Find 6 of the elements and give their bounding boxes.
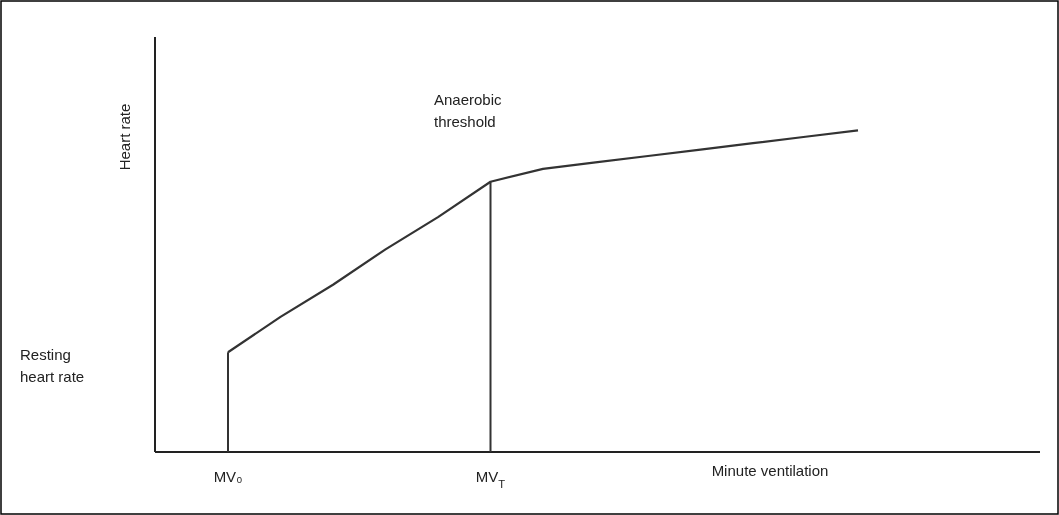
y-axis-title: Heart rate — [116, 103, 133, 171]
text: Anaerobic threshold — [434, 91, 503, 130]
x-tick-label: MV$_{T}$ — [475, 468, 506, 490]
text: Resting heart rate — [20, 346, 85, 385]
x-axis-title: Minute ventilation — [711, 462, 829, 479]
x-tick-label: MV₀ — [213, 468, 243, 485]
